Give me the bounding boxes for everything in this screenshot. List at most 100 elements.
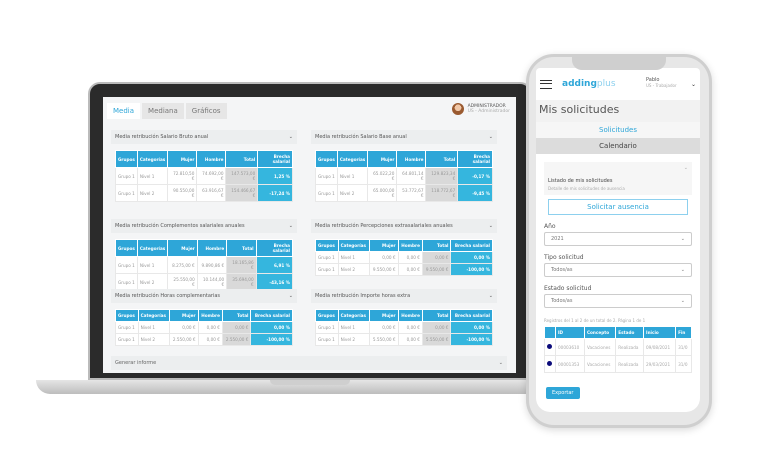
- table-cell: -100,00 %: [450, 263, 493, 276]
- table-row: Grupo 1 Nivel 2 25.550,00 €10.144,00 €35.6…: [115, 273, 294, 291]
- tab-solicitudes[interactable]: Solicitudes: [536, 122, 700, 138]
- table-cell: Nivel 1: [336, 167, 369, 185]
- chevron-down-icon: ⌄: [680, 236, 685, 242]
- table-cell: 147.573,00 €: [225, 167, 259, 185]
- type-select[interactable]: Todos/as ⌄: [544, 263, 692, 277]
- table-cell: Vacaciones: [583, 355, 617, 373]
- table-cell: Nivel 1: [137, 321, 170, 334]
- column-header: Total: [221, 309, 252, 322]
- table-header: ID Concepto Estado Inicio Fin: [544, 326, 692, 339]
- column-header: Total: [226, 239, 257, 257]
- table-cell: Grupo 1: [315, 263, 339, 276]
- table-row: Grupo 1 Nivel 1 72.810,50 €74.692,00 €147.…: [115, 167, 293, 185]
- table-cell: 0,00 €: [421, 251, 452, 264]
- table-cell: Realizada: [615, 338, 645, 356]
- generate-report-label: Generar informe: [115, 360, 157, 366]
- table-cell: Grupo 1: [115, 167, 138, 185]
- table-cell: Grupo 1: [315, 333, 339, 346]
- table-cell: 64.801,14 €: [396, 167, 427, 185]
- panel-1: Media retribución Salario Base anual ⌄ Gru…: [311, 130, 497, 202]
- page-title: Mis solicitudes: [536, 100, 700, 122]
- user-subtitle: US - Administrador: [467, 109, 510, 114]
- laptop-screen: Media Mediana Gráficos ADMINISTRADOR US -…: [103, 97, 516, 373]
- status-select[interactable]: Todos/as ⌄: [544, 294, 692, 308]
- chevron-down-icon: ⌄: [488, 223, 493, 229]
- table-row: Grupo 1 Nivel 1 0,00 €0,00 €0,00 €0,00 %: [115, 321, 293, 334]
- table-cell: Grupo 1: [315, 167, 338, 185]
- column-header: Mujer: [368, 309, 399, 322]
- table-cell: 35.694,00 €: [226, 273, 257, 291]
- table-cell: 1,25 %: [257, 167, 293, 185]
- status-dot-icon: [544, 355, 556, 373]
- table-cell: Grupo 1: [115, 184, 138, 202]
- panel-title: Media retribución Salario Bruto anual: [115, 134, 209, 140]
- chevron-down-icon: ⌄: [288, 293, 293, 299]
- table-header: Grupos Categorías Mujer Hombre Total Brecha s…: [115, 239, 294, 257]
- table-cell: Nivel 2: [337, 333, 370, 346]
- table-cell: Nivel 2: [337, 263, 370, 276]
- table-row[interactable]: 00003610 Vacaciones Realizada 09/08/2021 31/…: [544, 338, 692, 356]
- salary-table: Grupos Categorías Mujer Hombre Total Brecha s…: [115, 239, 294, 291]
- year-label: Año: [544, 223, 556, 230]
- list-card: ⌄ Listado de mis solicitudes Detalle de …: [544, 162, 692, 195]
- column-header: Brecha salarial: [450, 309, 493, 322]
- menu-icon[interactable]: [540, 79, 552, 89]
- column-header: Fin: [675, 326, 692, 339]
- phone-notch: [572, 56, 666, 70]
- table-cell: Grupo 1: [115, 321, 139, 334]
- panel-header[interactable]: Media retribución Salario Base anual ⌄: [311, 130, 497, 144]
- chevron-down-icon: ⌄: [680, 267, 685, 273]
- tab-media[interactable]: Media: [107, 103, 141, 119]
- export-button[interactable]: Exportar: [546, 387, 580, 399]
- table-cell: 0,00 €: [221, 321, 252, 334]
- tab-calendario[interactable]: Calendario: [536, 138, 700, 154]
- table-row: Grupo 1 Nivel 2 2.550,00 €0,00 €2.550,00 €…: [115, 333, 293, 346]
- table-cell: 10.144,00 €: [196, 273, 228, 291]
- laptop-notch: [270, 380, 350, 385]
- column-header: Categorías: [136, 239, 169, 257]
- table-cell: -9,45 %: [457, 184, 493, 202]
- chevron-down-icon[interactable]: ⌄: [690, 81, 696, 88]
- chevron-down-icon: ⌄: [498, 360, 503, 366]
- table-cell: Nivel 1: [337, 251, 370, 264]
- table-cell: Grupo 1: [315, 251, 339, 264]
- table-cell: 5.550,00 €: [368, 333, 399, 346]
- request-absence-button[interactable]: Solicitar ausencia: [548, 199, 688, 215]
- year-select[interactable]: 2021 ⌄: [544, 232, 692, 246]
- table-row[interactable]: 00001353 Vacaciones Realizada 29/03/2021 31/…: [544, 355, 692, 373]
- panel-0: Media retribución Salario Bruto anual ⌄ Gr…: [111, 130, 297, 202]
- tab-graficos[interactable]: Gráficos: [185, 103, 227, 119]
- table-cell: -0,17 %: [457, 167, 493, 185]
- panel-header[interactable]: Media retribución Salario Bruto anual ⌄: [111, 130, 297, 144]
- table-cell: 00003610: [555, 338, 585, 356]
- column-header: Categorías: [337, 239, 370, 252]
- salary-table: Grupos Categorías Mujer Hombre Total Brecha s…: [115, 150, 293, 202]
- panel-title: Media retribución Complementos salariale…: [115, 223, 245, 229]
- records-info: Registros del 1 al 2 de un total de 2. P…: [544, 318, 646, 323]
- table-cell: Grupo 1: [115, 333, 139, 346]
- user-menu[interactable]: ADMINISTRADOR US - Administrador: [451, 103, 510, 115]
- table-cell: 29/03/2021: [643, 355, 677, 373]
- column-header: Brecha salarial: [250, 309, 293, 322]
- panel-header[interactable]: Media retribución Horas complementarias ⌄: [111, 289, 297, 303]
- phone-user[interactable]: Pablo US - Trabajador: [646, 77, 677, 89]
- generate-report-panel[interactable]: Generar informe ⌄: [111, 356, 507, 370]
- table-cell: 9.550,00 €: [368, 263, 399, 276]
- panel-header[interactable]: Media retribución Importe horas extra ⌄: [311, 289, 497, 303]
- table-cell: Grupo 1: [315, 184, 338, 202]
- panel-header[interactable]: Media retribución Percepciones extrasala…: [311, 219, 497, 233]
- table-header: Grupos Categorías Mujer Hombre Total Brecha s…: [315, 309, 493, 322]
- table-cell: 2.550,00 €: [221, 333, 252, 346]
- tab-mediana[interactable]: Mediana: [142, 103, 184, 119]
- table-header: Grupos Categorías Mujer Hombre Total Brecha s…: [115, 150, 293, 168]
- column-header: Brecha salarial: [255, 239, 294, 257]
- column-header: Hombre: [397, 309, 423, 322]
- logo: addingplus: [562, 79, 616, 89]
- panel-header[interactable]: Media retribución Complementos salariale…: [111, 219, 297, 233]
- table-cell: 9.890,86 €: [196, 256, 228, 274]
- salary-table: Grupos Categorías Mujer Hombre Total Brecha s…: [315, 239, 493, 276]
- table-cell: Grupo 1: [115, 256, 138, 274]
- table-cell: Nivel 2: [136, 184, 169, 202]
- chevron-down-icon[interactable]: ⌄: [683, 165, 688, 171]
- salary-table: Grupos Categorías Mujer Hombre Total Brecha s…: [315, 309, 493, 346]
